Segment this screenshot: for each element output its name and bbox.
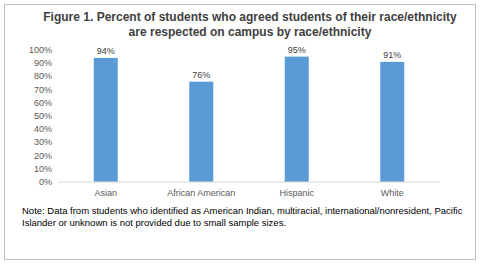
y-tick xyxy=(56,116,58,117)
x-tick-label: Asian xyxy=(94,188,117,198)
chart-frame xyxy=(5,5,476,260)
data-label: 76% xyxy=(192,70,210,80)
y-tick-label: 100% xyxy=(29,45,52,55)
y-tick-label: 30% xyxy=(34,137,52,147)
x-axis xyxy=(58,182,440,183)
y-tick xyxy=(56,155,58,156)
data-label: 95% xyxy=(288,45,306,55)
y-tick xyxy=(56,142,58,143)
y-tick xyxy=(56,129,58,130)
data-label: 91% xyxy=(383,50,401,60)
title: Figure 1. Percent of students who agreed… xyxy=(40,10,460,40)
y-tick xyxy=(56,89,58,90)
y-tick xyxy=(56,182,58,183)
y-tick xyxy=(56,63,58,64)
y-tick-label: 80% xyxy=(34,71,52,81)
data-label: 94% xyxy=(97,46,115,56)
y-tick-label: 50% xyxy=(34,111,52,121)
bar xyxy=(189,82,213,182)
y-tick xyxy=(56,50,58,51)
y-tick-label: 10% xyxy=(34,164,52,174)
y-tick xyxy=(56,168,58,169)
y-tick-label: 70% xyxy=(34,85,52,95)
bar xyxy=(380,62,404,182)
y-tick-label: 60% xyxy=(34,98,52,108)
y-tick-label: 90% xyxy=(34,58,52,68)
bar xyxy=(94,58,118,182)
x-tick-label: White xyxy=(381,188,404,198)
x-tick-label: African American xyxy=(167,188,235,198)
y-tick xyxy=(56,76,58,77)
x-tick-label: Hispanic xyxy=(279,188,314,198)
y-tick-label: 20% xyxy=(34,151,52,161)
y-tick-label: 0% xyxy=(39,177,52,187)
bar xyxy=(285,57,309,182)
y-tick-label: 40% xyxy=(34,124,52,134)
bars xyxy=(94,57,405,182)
note: Note: Data from students who identified … xyxy=(22,205,466,229)
y-tick xyxy=(56,102,58,103)
